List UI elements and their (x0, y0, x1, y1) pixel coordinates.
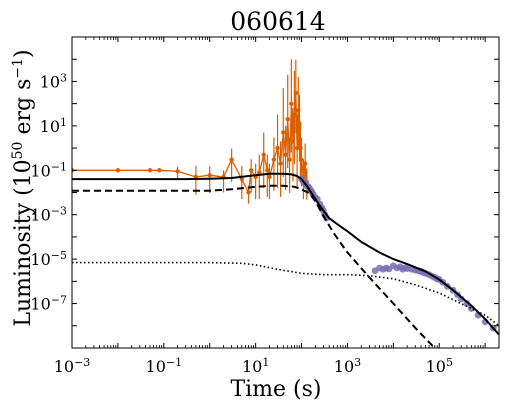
y-tick-label-exp: −7 (51, 293, 67, 306)
y-axis-label-middle: erg s (11, 79, 36, 142)
y-tick-label-exp: 3 (60, 71, 67, 84)
data-point (248, 168, 254, 173)
y-tick-label-base: 10 (30, 206, 50, 225)
data-point (261, 152, 266, 157)
y-tick-label-base: 10 (30, 250, 50, 269)
x-tick-label-exp: 5 (446, 356, 453, 369)
data-point (157, 168, 162, 173)
y-tick-label: 10−5 (30, 249, 67, 270)
data-point (293, 90, 299, 96)
series-layer (72, 172, 499, 348)
x-tick-label-base: 10 (146, 357, 166, 376)
data-point (267, 174, 272, 180)
x-tick-label-exp: 1 (262, 356, 269, 369)
data-point (115, 168, 121, 173)
y-tick-label: 10−1 (30, 160, 67, 181)
y-tick-label-exp: 1 (60, 115, 67, 128)
data-point (283, 152, 288, 157)
data-point (285, 116, 290, 122)
point-series-0-trace (72, 92, 308, 195)
x-tick-label: 10−1 (146, 356, 183, 377)
y-tick-label-base: 10 (30, 295, 50, 314)
y-tick-label: 10−3 (30, 204, 67, 225)
y-axis-label-exp2: −1 (10, 58, 26, 79)
data-point (246, 190, 251, 195)
data-point (289, 101, 294, 106)
y-tick-label-exp: −1 (51, 160, 67, 173)
y-axis-label-suffix: ) (11, 49, 36, 58)
data-point (147, 168, 153, 173)
y-tick-label-base: 10 (40, 72, 60, 91)
chart-title: 060614 (230, 7, 325, 36)
y-tick-label-base: 10 (40, 117, 60, 136)
model-line-dashed (72, 184, 436, 348)
y-tick-label-base: 10 (30, 161, 50, 180)
data-point (271, 157, 277, 162)
data-point (207, 173, 212, 178)
data-point (229, 157, 234, 162)
y-tick-label-exp: −5 (51, 249, 67, 262)
model-line-dotted (72, 261, 499, 327)
x-tick-label-base: 10 (334, 357, 354, 376)
x-tick-label: 101 (242, 356, 269, 377)
x-tick-label-base: 10 (426, 357, 446, 376)
data-point (278, 161, 283, 166)
y-axis-label: Luminosity (1050 erg s−1) (10, 49, 36, 326)
point-series-1 (298, 175, 497, 332)
model-line-solid (72, 172, 499, 336)
data-point (463, 300, 471, 307)
x-tick-label-exp: −1 (166, 356, 182, 369)
x-tick-label-base: 10 (242, 357, 262, 376)
points-layer (72, 59, 497, 332)
point-series-0 (72, 59, 309, 204)
x-tick-label-base: 10 (54, 357, 74, 376)
x-tick-label-exp: 3 (354, 356, 361, 369)
data-point (175, 169, 180, 174)
y-tick-label: 103 (40, 71, 67, 92)
data-point (299, 157, 304, 162)
y-tick-label: 10−7 (30, 293, 67, 314)
y-tick-label: 101 (40, 115, 67, 136)
plot-frame (71, 36, 500, 349)
y-axis-label-exp1: 50 (10, 142, 26, 160)
x-tick-label: 10−3 (54, 356, 91, 377)
y-axis-label-prefix: Luminosity (10 (11, 159, 36, 326)
data-point (257, 170, 262, 175)
x-tick-label: 103 (334, 356, 361, 377)
data-point (239, 176, 245, 182)
x-tick-label: 105 (426, 356, 453, 377)
data-point (275, 145, 280, 151)
data-point (281, 130, 286, 135)
data-point (287, 157, 292, 162)
data-point (302, 161, 308, 166)
x-tick-label-exp: −3 (74, 356, 90, 369)
y-tick-label-exp: −3 (51, 204, 67, 217)
x-axis-label: Time (s) (230, 377, 321, 402)
data-point (265, 168, 270, 173)
